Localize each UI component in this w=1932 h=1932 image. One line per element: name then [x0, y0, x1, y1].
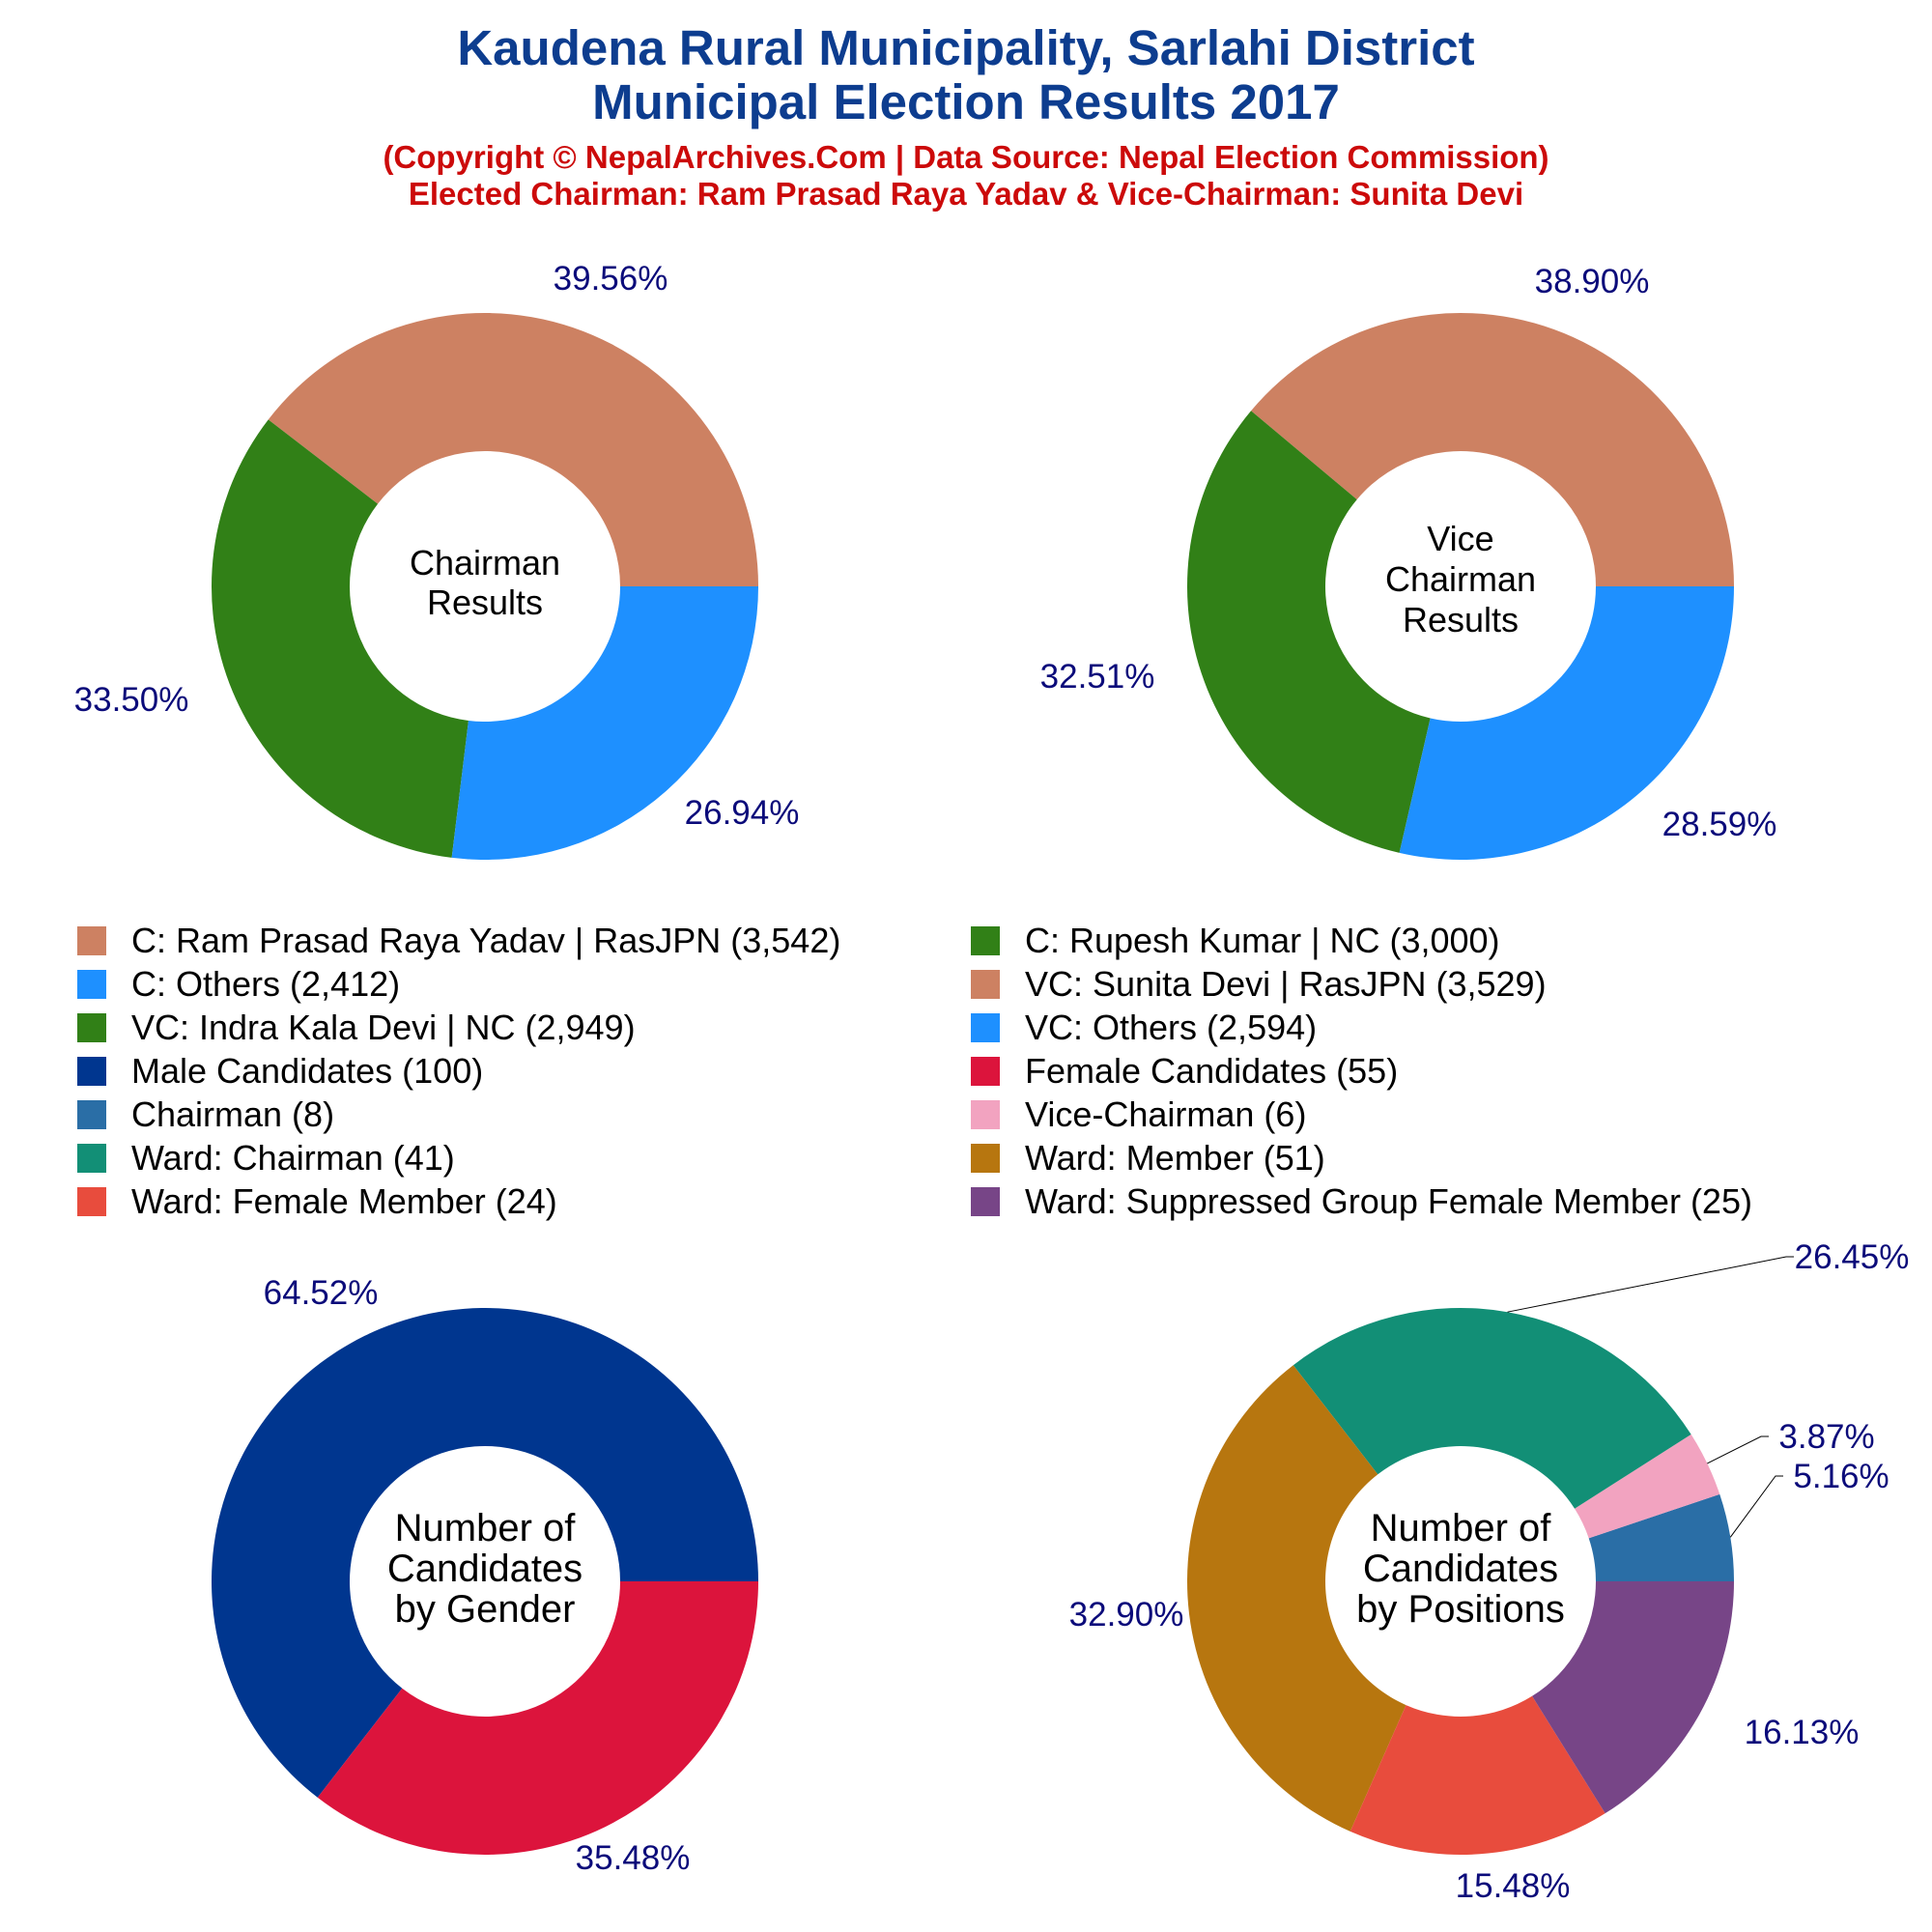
legend-swatch	[77, 1187, 106, 1216]
donut-slice	[1575, 1434, 1720, 1539]
legend-label: VC: Sunita Devi | RasJPN (3,529)	[1025, 964, 1547, 1004]
legend-swatch	[77, 1100, 106, 1129]
copyright-subtitle: (Copyright © NepalArchives.Com | Data So…	[383, 139, 1549, 175]
chart-header: Kaudena Rural Municipality, Sarlahi Dist…	[0, 21, 1932, 213]
elected-subtitle: Elected Chairman: Ram Prasad Raya Yadav …	[408, 176, 1524, 212]
legend-swatch	[77, 1144, 106, 1173]
legend-item: Female Candidates (55)	[971, 1050, 1398, 1093]
legend-label: Ward: Female Member (24)	[131, 1181, 557, 1221]
percent-label: 28.59%	[1662, 806, 1777, 843]
leader-line	[1707, 1435, 1769, 1464]
legend-item: VC: Indra Kala Devi | NC (2,949)	[77, 1007, 636, 1049]
legend-label: Chairman (8)	[131, 1094, 335, 1134]
donut-slice	[1187, 1365, 1406, 1832]
donut-slice	[212, 1308, 758, 1798]
donut-slice	[1187, 411, 1431, 853]
legend-item: C: Others (2,412)	[77, 963, 400, 1006]
legend-label: VC: Others (2,594)	[1025, 1008, 1318, 1047]
percent-label: 33.50%	[74, 681, 189, 719]
legend-swatch	[77, 1057, 106, 1086]
donut-slice	[1251, 313, 1734, 586]
percent-label: 35.48%	[576, 1839, 691, 1877]
leader-line	[1507, 1256, 1794, 1313]
donut-slice	[1293, 1308, 1691, 1509]
legend-item: VC: Sunita Devi | RasJPN (3,529)	[971, 963, 1547, 1006]
donut-slice	[211, 419, 469, 858]
center-label: by Positions	[1356, 1588, 1565, 1631]
center-label: Number of	[395, 1507, 577, 1549]
donut-slice	[451, 586, 758, 861]
legend-swatch	[971, 1144, 1000, 1173]
donut-slice	[268, 312, 758, 586]
legend-swatch	[971, 970, 1000, 999]
percent-label: 26.94%	[685, 794, 800, 832]
donut-slice	[1399, 586, 1734, 860]
legend-label: C: Others (2,412)	[131, 964, 401, 1004]
legend-swatch	[971, 1187, 1000, 1216]
legend-item: Ward: Chairman (41)	[77, 1137, 455, 1179]
legend-item: C: Ram Prasad Raya Yadav | RasJPN (3,542…	[77, 920, 840, 962]
percent-label: 5.16%	[1793, 1458, 1889, 1495]
legend-item: Ward: Member (51)	[971, 1137, 1325, 1179]
percent-label: 3.87%	[1778, 1418, 1874, 1456]
legend-label: Ward: Chairman (41)	[131, 1138, 455, 1178]
legend-label: Female Candidates (55)	[1025, 1051, 1399, 1091]
donut-slice	[1588, 1493, 1734, 1581]
legend-item: Ward: Suppressed Group Female Member (25…	[971, 1180, 1752, 1223]
percent-label: 38.90%	[1535, 263, 1650, 300]
chart-title-line-2: Municipal Election Results 2017	[592, 74, 1340, 129]
percent-label: 15.48%	[1456, 1867, 1571, 1905]
legend-item: Ward: Female Member (24)	[77, 1180, 557, 1223]
percent-label: 39.56%	[554, 260, 668, 298]
donut-slice	[317, 1581, 758, 1856]
legend-item: VC: Others (2,594)	[971, 1007, 1317, 1049]
legend-swatch	[971, 926, 1000, 955]
center-label: Chairman	[1385, 559, 1536, 599]
legend-swatch	[77, 926, 106, 955]
legend-label: C: Rupesh Kumar | NC (3,000)	[1025, 921, 1500, 960]
legend-item: Vice-Chairman (6)	[971, 1094, 1306, 1136]
legend-label: VC: Indra Kala Devi | NC (2,949)	[131, 1008, 636, 1047]
center-label: Vice	[1427, 519, 1493, 558]
donut-slice	[1532, 1581, 1734, 1814]
center-label: Candidates	[387, 1548, 582, 1590]
legend-swatch	[77, 1013, 106, 1042]
center-label: Results	[427, 582, 543, 622]
center-label: Candidates	[1363, 1548, 1558, 1590]
percent-label: 32.90%	[1069, 1596, 1184, 1634]
percent-label: 26.45%	[1795, 1238, 1910, 1276]
center-label: Chairman	[410, 543, 560, 582]
legend-label: C: Ram Prasad Raya Yadav | RasJPN (3,542…	[131, 921, 841, 960]
center-label: Number of	[1371, 1507, 1552, 1549]
legend-label: Ward: Member (51)	[1025, 1138, 1325, 1178]
chart-title-line-1: Kaudena Rural Municipality, Sarlahi Dist…	[457, 20, 1475, 75]
center-label: by Gender	[395, 1588, 576, 1631]
legend-swatch	[971, 1100, 1000, 1129]
legend-swatch	[971, 1057, 1000, 1086]
legend-item: Chairman (8)	[77, 1094, 334, 1136]
legend-swatch	[77, 970, 106, 999]
legend-label: Ward: Suppressed Group Female Member (25…	[1025, 1181, 1752, 1221]
legend-item: Male Candidates (100)	[77, 1050, 483, 1093]
percent-label: 16.13%	[1745, 1714, 1860, 1751]
donut-slice	[1350, 1695, 1605, 1856]
center-label: Results	[1403, 600, 1519, 639]
leader-line	[1729, 1475, 1783, 1538]
legend-item: C: Rupesh Kumar | NC (3,000)	[971, 920, 1500, 962]
donut-chart-4: 5.16%3.87% 26.45% 32.90% 15.48% 16.13% Number…	[1069, 1238, 1910, 1905]
percent-label: 32.51%	[1040, 658, 1155, 696]
legend-label: Male Candidates (100)	[131, 1051, 484, 1091]
percent-label: 64.52%	[264, 1274, 379, 1312]
legend-swatch	[971, 1013, 1000, 1042]
legend-label: Vice-Chairman (6)	[1025, 1094, 1307, 1134]
